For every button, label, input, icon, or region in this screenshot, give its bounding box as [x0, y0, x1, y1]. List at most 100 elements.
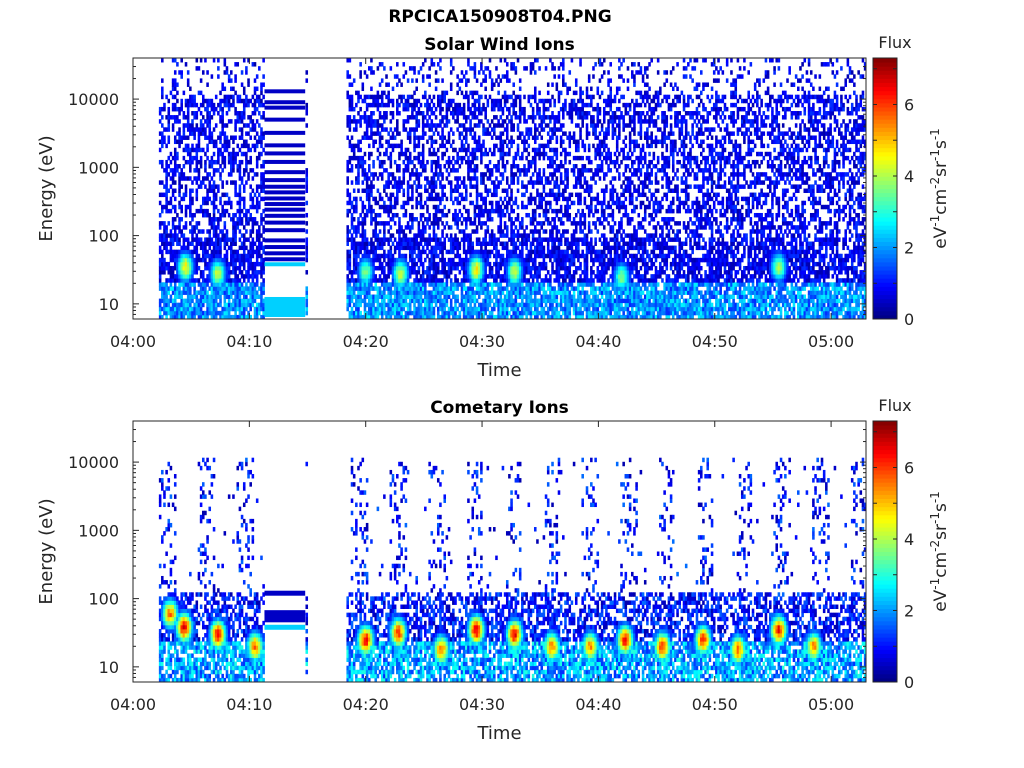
heatmap-cell	[251, 245, 255, 251]
heatmap-cell	[255, 159, 259, 165]
heatmap-cell	[191, 159, 194, 165]
heatmap-cell	[191, 111, 194, 116]
heatmap-cell	[499, 302, 503, 308]
heatmap-cell	[441, 212, 444, 218]
heatmap-cell	[167, 127, 171, 132]
heatmap-cell	[206, 302, 209, 308]
heatmap-cell	[454, 208, 457, 214]
heatmap-cell	[439, 245, 442, 251]
heatmap-cell	[415, 253, 418, 259]
heatmap-cell	[167, 233, 171, 238]
heatmap-cell	[458, 111, 462, 116]
heatmap-cell	[428, 151, 431, 157]
heatmap-cell	[419, 204, 423, 210]
heatmap-cell	[454, 302, 457, 308]
heatmap-cell	[495, 115, 498, 120]
heatmap-cell	[365, 237, 369, 242]
heatmap-cell	[163, 270, 166, 275]
heatmap-cell	[232, 314, 235, 319]
heatmap-cell	[223, 208, 227, 214]
heatmap-cell	[514, 257, 518, 263]
heatmap-cell	[488, 94, 492, 100]
heatmap-cell	[378, 302, 382, 308]
heatmap-cell	[191, 94, 194, 100]
heatmap-cell	[197, 302, 201, 308]
heatmap-cell	[426, 159, 429, 165]
heatmap-cell	[361, 233, 365, 238]
heatmap-cell	[189, 265, 192, 271]
heatmap-cell	[255, 245, 259, 251]
heatmap-cell	[413, 115, 416, 120]
heatmap-cell	[238, 278, 242, 283]
heatmap-cell	[508, 253, 511, 259]
heatmap-cell	[348, 115, 352, 120]
heatmap-cell	[186, 119, 190, 124]
heatmap-cell	[169, 294, 173, 300]
heatmap-cell	[402, 261, 406, 267]
heatmap-cell	[445, 221, 449, 226]
heatmap-cell	[219, 147, 222, 153]
heatmap-cell	[348, 294, 352, 300]
heatmap-cell	[253, 135, 257, 140]
heatmap-cell	[251, 282, 255, 287]
heatmap-cell	[510, 66, 513, 71]
heatmap-cell	[490, 282, 494, 287]
heatmap-cell	[460, 192, 464, 198]
heatmap-cell	[432, 274, 436, 279]
heatmap-cell	[182, 135, 186, 140]
heatmap-cell	[201, 241, 205, 246]
heatmap-cell	[251, 302, 255, 308]
heatmap-cell	[501, 200, 505, 206]
heatmap-cell	[212, 253, 216, 259]
heatmap-cell	[357, 225, 360, 230]
heatmap-cell	[197, 172, 201, 177]
heatmap-cell	[415, 115, 418, 120]
heatmap-cell	[480, 245, 483, 251]
heatmap-cell	[208, 265, 212, 271]
heatmap-cell	[186, 159, 190, 165]
heatmap-cell	[197, 131, 201, 136]
heatmap-cell	[201, 298, 205, 304]
heatmap-cell	[398, 290, 401, 295]
heatmap-cell	[191, 241, 194, 246]
heatmap-cell	[223, 70, 227, 75]
heatmap-cell	[475, 290, 479, 295]
heatmap-cell	[525, 204, 528, 210]
heatmap-cell	[262, 282, 265, 287]
heatmap-cell	[238, 314, 242, 319]
heatmap-cell	[195, 302, 199, 308]
heatmap-cell	[434, 302, 438, 308]
heatmap-cell	[484, 147, 487, 153]
heatmap-cell	[217, 217, 220, 222]
heatmap-cell	[357, 249, 360, 255]
heatmap-cell	[480, 274, 483, 279]
heatmap-cell	[501, 212, 505, 218]
heatmap-cell	[197, 298, 201, 304]
heatmap-cell	[484, 237, 487, 242]
heatmap-cell	[490, 314, 494, 319]
heatmap-cell	[191, 306, 194, 312]
heatmap-cell	[217, 278, 220, 283]
heatmap-cell	[163, 184, 166, 189]
heatmap-cell	[352, 257, 356, 263]
heatmap-cell	[178, 270, 181, 275]
heatmap-cell	[424, 90, 427, 96]
heatmap-cell	[355, 90, 358, 96]
heatmap-cell	[499, 212, 503, 218]
heatmap-cell	[195, 127, 199, 132]
heatmap-cell	[249, 261, 252, 267]
heatmap-cell	[186, 278, 190, 283]
heatmap-cell	[408, 253, 412, 259]
heatmap-cell	[165, 265, 168, 271]
heatmap-cell	[391, 102, 395, 108]
heatmap-cell	[370, 314, 373, 319]
heatmap-cell	[525, 212, 528, 218]
heatmap-cell	[225, 229, 229, 234]
heatmap-cell	[380, 135, 384, 140]
heatmap-cell	[240, 217, 244, 222]
heatmap-cell	[217, 302, 220, 308]
heatmap-cell	[473, 131, 477, 136]
heatmap-cell	[171, 265, 175, 271]
heatmap-cell	[372, 249, 375, 255]
heatmap-cell	[389, 98, 393, 104]
